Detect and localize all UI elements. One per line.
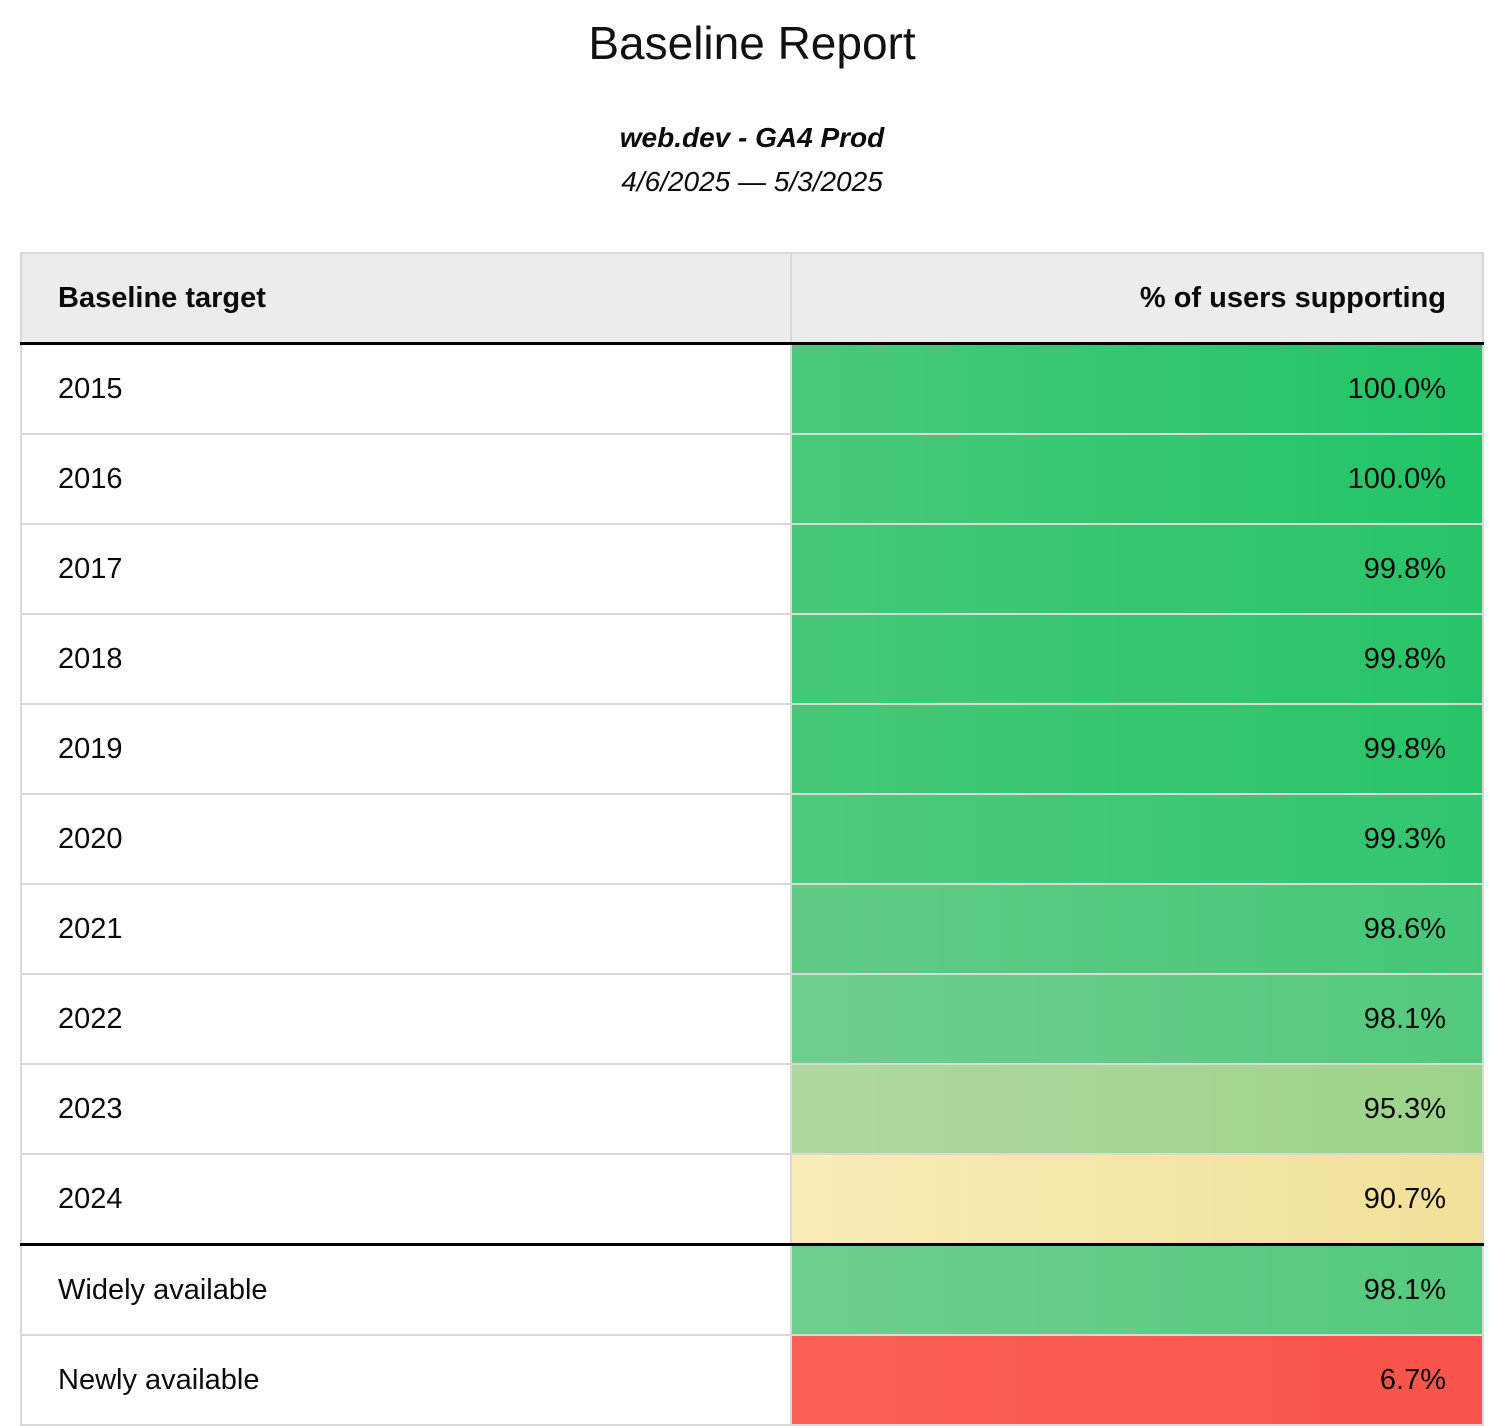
baseline-target-cell: 2022 xyxy=(20,973,792,1065)
report-date-range: 4/6/2025 — 5/3/2025 xyxy=(621,166,883,197)
table-row: 2020 99.3% xyxy=(20,793,1484,885)
baseline-target-cell: 2019 xyxy=(20,703,792,795)
report-source-subtitle: web.dev - GA4 Prod xyxy=(619,122,885,153)
page-title: Baseline Report xyxy=(588,17,916,69)
percent-supporting-cell: 100.0% xyxy=(790,433,1484,525)
table-row: Widely available 98.1% xyxy=(20,1243,1484,1336)
baseline-target-cell: 2023 xyxy=(20,1063,792,1155)
table-row: 2016 100.0% xyxy=(20,433,1484,525)
column-header-percent-users-supporting: % of users supporting xyxy=(790,252,1484,345)
percent-supporting-cell: 99.8% xyxy=(790,703,1484,795)
baseline-target-cell: 2016 xyxy=(20,433,792,525)
table-row: 2017 99.8% xyxy=(20,523,1484,615)
percent-supporting-cell: 98.1% xyxy=(790,1243,1484,1336)
baseline-support-table: Baseline target % of users supporting 20… xyxy=(20,252,1484,1426)
percent-supporting-cell: 99.8% xyxy=(790,523,1484,615)
table-row: Newly available 6.7% xyxy=(20,1334,1484,1426)
baseline-target-cell: 2017 xyxy=(20,523,792,615)
table-row: 2019 99.8% xyxy=(20,703,1484,795)
percent-supporting-cell: 90.7% xyxy=(790,1153,1484,1246)
percent-supporting-cell: 95.3% xyxy=(790,1063,1484,1155)
table-row: 2024 90.7% xyxy=(20,1153,1484,1246)
table-header: Baseline target % of users supporting xyxy=(20,252,1484,345)
baseline-target-cell: 2024 xyxy=(20,1153,792,1246)
table-row: 2022 98.1% xyxy=(20,973,1484,1065)
table-row: 2015 100.0% xyxy=(20,342,1484,435)
table-body: 2015 100.0% 2016 100.0% 2017 99.8% 2018 … xyxy=(20,342,1484,1426)
percent-supporting-cell: 98.6% xyxy=(790,883,1484,975)
baseline-target-cell: Newly available xyxy=(20,1334,792,1426)
percent-supporting-cell: 98.1% xyxy=(790,973,1484,1065)
table-header-row: Baseline target % of users supporting xyxy=(20,252,1484,345)
baseline-target-cell: 2021 xyxy=(20,883,792,975)
table-row: 2021 98.6% xyxy=(20,883,1484,975)
percent-supporting-cell: 100.0% xyxy=(790,342,1484,435)
column-header-baseline-target: Baseline target xyxy=(20,252,792,345)
baseline-target-cell: 2020 xyxy=(20,793,792,885)
table-row: 2023 95.3% xyxy=(20,1063,1484,1155)
percent-supporting-cell: 6.7% xyxy=(790,1334,1484,1426)
baseline-target-cell: 2018 xyxy=(20,613,792,705)
baseline-report-page: Baseline Report web.dev - GA4 Prod 4/6/2… xyxy=(0,16,1504,1426)
baseline-target-cell: 2015 xyxy=(20,342,792,435)
percent-supporting-cell: 99.3% xyxy=(790,793,1484,885)
percent-supporting-cell: 99.8% xyxy=(790,613,1484,705)
baseline-target-cell: Widely available xyxy=(20,1243,792,1336)
table-row: 2018 99.8% xyxy=(20,613,1484,705)
